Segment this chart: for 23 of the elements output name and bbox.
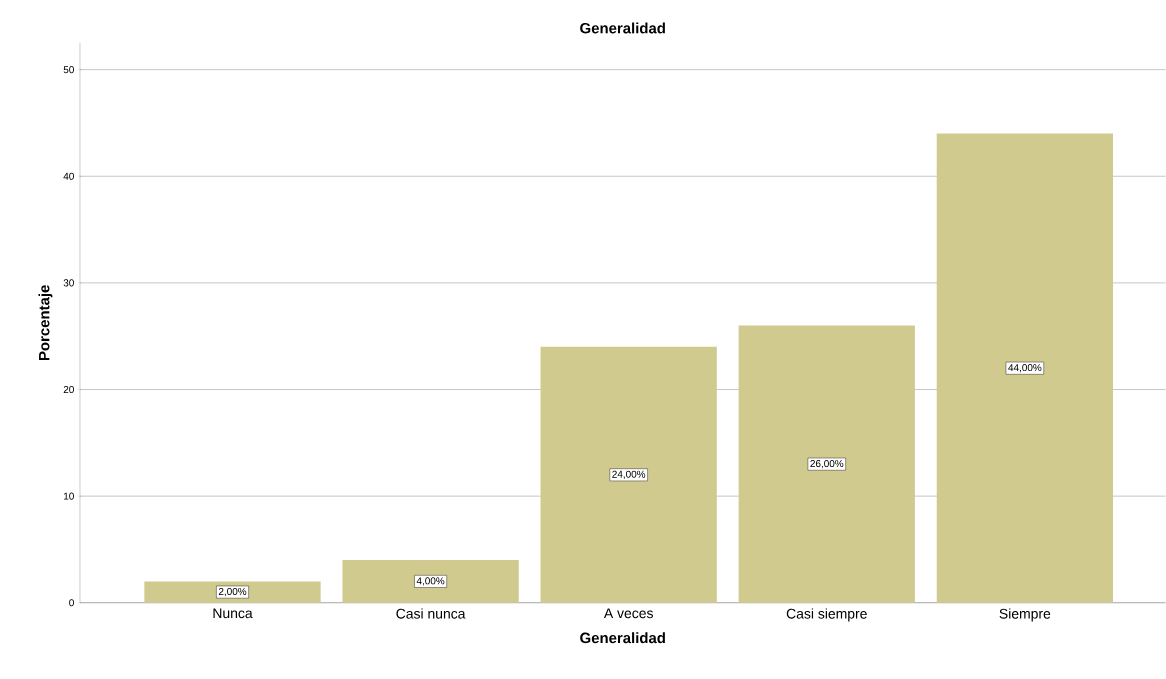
chart-title: Generalidad	[580, 22, 665, 34]
y-tick-label: 10	[64, 492, 74, 500]
y-axis-title: Porcentaje	[38, 285, 53, 361]
y-tick-label: 30	[63, 279, 74, 287]
data-label: 2,00%	[218, 588, 247, 597]
x-tick-label: Siempre	[999, 608, 1051, 622]
bar	[936, 133, 1114, 603]
data-label: 24,00%	[612, 470, 646, 480]
data-label: 44,00%	[1008, 364, 1042, 373]
x-tick-label: A veces	[603, 608, 653, 619]
bar	[738, 325, 915, 603]
bar	[540, 346, 717, 603]
x-tick-label: Nunca	[213, 608, 253, 619]
data-label: 26,00%	[810, 460, 844, 469]
x-axis-title: Generalidad	[580, 632, 665, 644]
x-tick-label: Casi nunca	[396, 608, 466, 619]
y-tick-label: 40	[63, 172, 74, 180]
x-tick-label: Casi siempre	[786, 608, 867, 622]
data-label: 4,00%	[416, 577, 445, 586]
bar	[342, 560, 519, 603]
y-tick-label: 20	[63, 386, 74, 394]
y-tick-label: 0	[69, 599, 74, 607]
y-tick-label: 50	[63, 66, 74, 74]
